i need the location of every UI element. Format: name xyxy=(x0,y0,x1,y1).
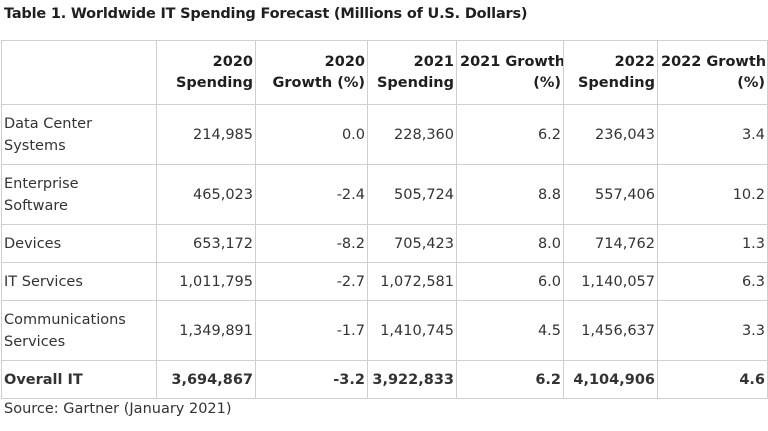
table-cell: 705,423 xyxy=(367,224,457,263)
table-cell: 6.2 xyxy=(456,104,564,165)
table-row: Data Center Systems 214,985 0.0 228,360 6.2 23… xyxy=(1,104,768,165)
table-cell: 10.2 xyxy=(657,164,768,225)
table-cell: 1,410,745 xyxy=(367,300,457,361)
table-cell: 236,043 xyxy=(563,104,658,165)
total-cell: 3,694,867 xyxy=(156,360,256,399)
column-header-line: 2021 xyxy=(413,53,454,70)
table-row: Communications Services 1,349,891 -1.7 1,410… xyxy=(1,300,768,361)
table-cell: 465,023 xyxy=(156,164,256,225)
row-category-line: Devices xyxy=(4,235,62,252)
row-category: Communications Services xyxy=(1,300,157,361)
column-header-line: 2022 Growth xyxy=(661,53,767,70)
table-title: Table 1. Worldwide IT Spending Forecast … xyxy=(4,6,528,22)
column-header xyxy=(1,40,157,105)
row-category: IT Services xyxy=(1,262,157,301)
total-cell: 4.6 xyxy=(657,360,768,399)
column-header-line: Spending xyxy=(175,74,253,91)
table-cell: -1.7 xyxy=(255,300,368,361)
column-header: 2021 Growth (%) xyxy=(456,40,564,105)
total-cell: 6.2 xyxy=(456,360,564,399)
table-cell: 3.3 xyxy=(657,300,768,361)
column-header: 2021 Spending xyxy=(367,40,457,105)
table-cell: 6.3 xyxy=(657,262,768,301)
table-cell: 8.8 xyxy=(456,164,564,225)
total-cell: 3,922,833 xyxy=(367,360,457,399)
column-header: 2020 Spending xyxy=(156,40,256,105)
column-header: 2020 Growth (%) xyxy=(255,40,368,105)
row-category-line: Services xyxy=(4,333,66,350)
table-cell: 557,406 xyxy=(563,164,658,225)
table-cell: 1.3 xyxy=(657,224,768,263)
table-cell: 1,140,057 xyxy=(563,262,658,301)
row-category: Devices xyxy=(1,224,157,263)
source-note: Source: Gartner (January 2021) xyxy=(4,401,232,417)
spending-forecast-table: 2020 Spending 2020 Growth (%) 2021 Spending 20… xyxy=(1,40,768,399)
total-cell: 4,104,906 xyxy=(563,360,658,399)
column-header: 2022 Spending xyxy=(563,40,658,105)
table-cell: -8.2 xyxy=(255,224,368,263)
column-header-line: (%) xyxy=(533,74,561,91)
column-header-line: 2020 xyxy=(212,53,253,70)
total-cell: -3.2 xyxy=(255,360,368,399)
table-cell: -2.4 xyxy=(255,164,368,225)
row-category-line: IT Services xyxy=(4,273,83,290)
row-category: Data Center Systems xyxy=(1,104,157,165)
row-category-line: Software xyxy=(4,197,68,214)
table-cell: 6.0 xyxy=(456,262,564,301)
table-cell: 1,072,581 xyxy=(367,262,457,301)
table-cell: -2.7 xyxy=(255,262,368,301)
header-row: 2020 Spending 2020 Growth (%) 2021 Spending 20… xyxy=(1,40,768,105)
column-header-line: Growth (%) xyxy=(272,74,366,91)
column-header-line: 2021 Growth xyxy=(460,53,564,70)
table-row: Enterprise Software 465,023 -2.4 505,724 8.8 5… xyxy=(1,164,768,225)
row-category-line: Communications xyxy=(4,311,126,328)
table-cell: 4.5 xyxy=(456,300,564,361)
row-category-line: Data Center xyxy=(4,115,93,132)
column-header-line: 2020 xyxy=(324,53,365,70)
table-cell: 228,360 xyxy=(367,104,457,165)
table-row: Devices 653,172 -8.2 705,423 8.0 714,762 1.3 xyxy=(1,224,768,263)
total-row: Overall IT 3,694,867 -3.2 3,922,833 6.2 4,104… xyxy=(1,360,768,399)
table-row: IT Services 1,011,795 -2.7 1,072,581 6.0 1,14… xyxy=(1,262,768,301)
table-cell: 0.0 xyxy=(255,104,368,165)
table-cell: 1,349,891 xyxy=(156,300,256,361)
table-cell: 714,762 xyxy=(563,224,658,263)
column-header-line: Spending xyxy=(577,74,655,91)
row-category-line: Enterprise xyxy=(4,175,79,192)
column-header-line: (%) xyxy=(737,74,765,91)
column-header-line: 2022 xyxy=(614,53,655,70)
table-cell: 653,172 xyxy=(156,224,256,263)
table-cell: 214,985 xyxy=(156,104,256,165)
row-category-line: Systems xyxy=(4,137,66,154)
column-header-line: Spending xyxy=(376,74,454,91)
table-cell: 505,724 xyxy=(367,164,457,225)
table-cell: 3.4 xyxy=(657,104,768,165)
total-category: Overall IT xyxy=(1,360,157,399)
table-cell: 1,011,795 xyxy=(156,262,256,301)
row-category: Enterprise Software xyxy=(1,164,157,225)
column-header: 2022 Growth (%) xyxy=(657,40,768,105)
table-cell: 1,456,637 xyxy=(563,300,658,361)
table-cell: 8.0 xyxy=(456,224,564,263)
